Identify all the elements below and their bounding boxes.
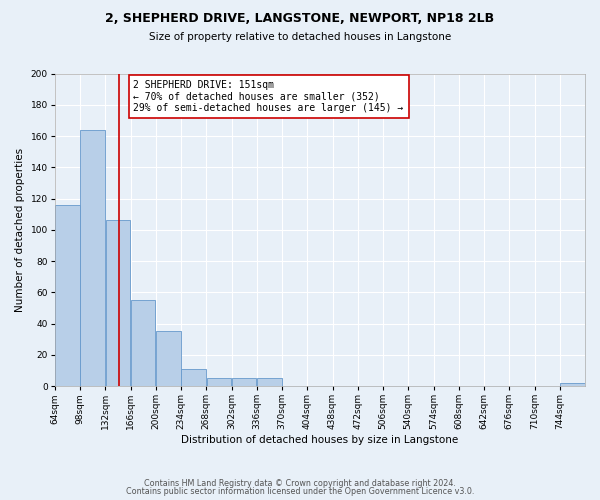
Bar [131, 300, 155, 386]
X-axis label: Distribution of detached houses by size in Langstone: Distribution of detached houses by size … [181, 435, 458, 445]
Text: 2, SHEPHERD DRIVE, LANGSTONE, NEWPORT, NP18 2LB: 2, SHEPHERD DRIVE, LANGSTONE, NEWPORT, N… [106, 12, 494, 26]
Bar [55, 205, 80, 386]
Text: Contains public sector information licensed under the Open Government Licence v3: Contains public sector information licen… [126, 487, 474, 496]
Bar [106, 220, 130, 386]
Text: Size of property relative to detached houses in Langstone: Size of property relative to detached ho… [149, 32, 451, 42]
Bar [156, 332, 181, 386]
Bar [560, 383, 585, 386]
Bar [206, 378, 231, 386]
Text: Contains HM Land Registry data © Crown copyright and database right 2024.: Contains HM Land Registry data © Crown c… [144, 478, 456, 488]
Text: 2 SHEPHERD DRIVE: 151sqm
← 70% of detached houses are smaller (352)
29% of semi-: 2 SHEPHERD DRIVE: 151sqm ← 70% of detach… [133, 80, 404, 113]
Y-axis label: Number of detached properties: Number of detached properties [15, 148, 25, 312]
Bar [181, 369, 206, 386]
Bar [232, 378, 256, 386]
Bar [257, 378, 282, 386]
Bar [80, 130, 105, 386]
